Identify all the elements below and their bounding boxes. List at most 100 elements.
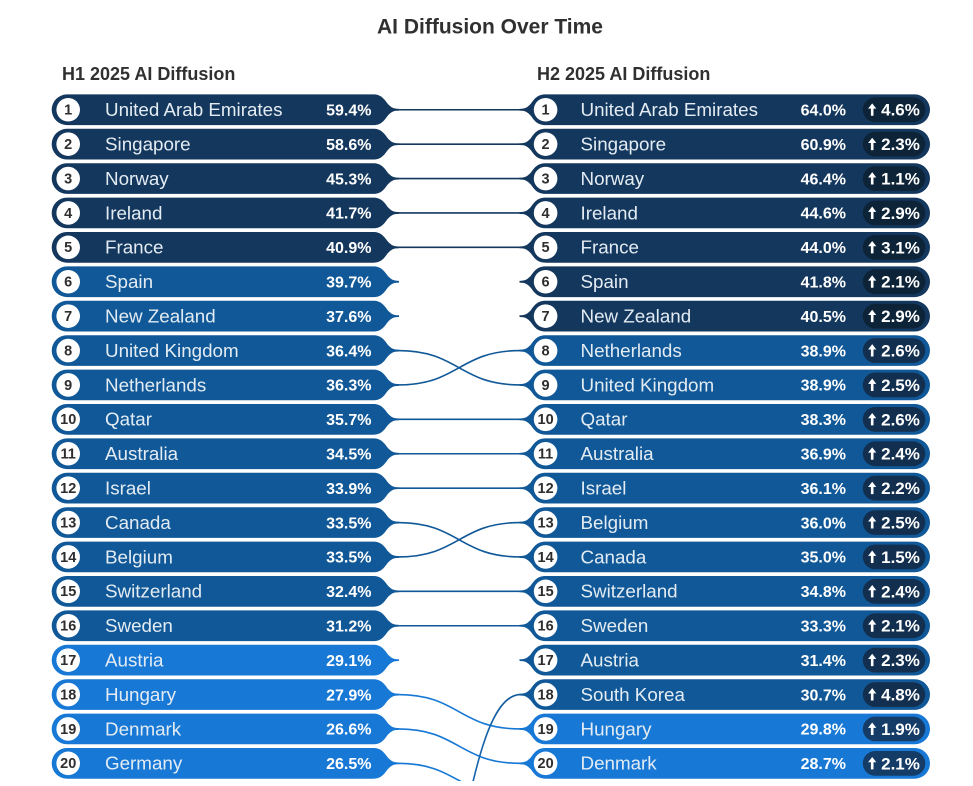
svg-text:Israel: Israel xyxy=(581,477,627,498)
svg-text:35.7%: 35.7% xyxy=(326,412,371,429)
svg-text:35.0%: 35.0% xyxy=(801,550,846,567)
svg-text:44.0%: 44.0% xyxy=(801,240,846,257)
svg-text:29.1%: 29.1% xyxy=(326,653,371,670)
svg-text:2.9%: 2.9% xyxy=(881,204,920,223)
svg-text:2.1%: 2.1% xyxy=(881,617,920,636)
svg-text:29.8%: 29.8% xyxy=(801,722,846,739)
svg-text:5: 5 xyxy=(64,240,72,256)
svg-text:36.3%: 36.3% xyxy=(326,378,371,395)
svg-text:64.0%: 64.0% xyxy=(801,102,846,119)
svg-text:United Arab Emirates: United Arab Emirates xyxy=(105,99,282,120)
svg-text:1.9%: 1.9% xyxy=(881,720,920,739)
svg-text:AI Diffusion Over Time: AI Diffusion Over Time xyxy=(377,16,603,39)
svg-text:4.6%: 4.6% xyxy=(881,101,920,120)
svg-text:19: 19 xyxy=(60,722,76,738)
svg-text:12: 12 xyxy=(60,481,76,497)
svg-text:32.4%: 32.4% xyxy=(326,584,371,601)
svg-text:41.7%: 41.7% xyxy=(326,206,371,223)
svg-text:Netherlands: Netherlands xyxy=(581,340,682,361)
svg-text:34.5%: 34.5% xyxy=(326,446,371,463)
svg-text:11: 11 xyxy=(61,447,76,463)
svg-text:2.9%: 2.9% xyxy=(881,307,920,326)
svg-text:14: 14 xyxy=(538,550,554,566)
svg-text:Canada: Canada xyxy=(581,546,647,567)
svg-text:15: 15 xyxy=(60,584,76,600)
svg-text:2.1%: 2.1% xyxy=(881,273,920,292)
svg-text:Ireland: Ireland xyxy=(581,202,638,223)
svg-text:15: 15 xyxy=(538,584,554,600)
svg-text:H2 2025 AI Diffusion: H2 2025 AI Diffusion xyxy=(537,64,710,84)
svg-text:Singapore: Singapore xyxy=(105,133,191,154)
svg-text:Denmark: Denmark xyxy=(581,753,658,774)
svg-text:United Kingdom: United Kingdom xyxy=(581,374,715,395)
svg-text:13: 13 xyxy=(538,515,554,531)
svg-text:New Zealand: New Zealand xyxy=(581,305,692,326)
svg-text:18: 18 xyxy=(538,687,554,703)
svg-text:Israel: Israel xyxy=(105,477,151,498)
svg-text:Norway: Norway xyxy=(581,168,645,189)
svg-text:16: 16 xyxy=(60,619,76,635)
svg-text:2: 2 xyxy=(542,137,550,153)
svg-text:10: 10 xyxy=(538,412,554,428)
svg-text:11: 11 xyxy=(538,447,553,463)
svg-text:Belgium: Belgium xyxy=(105,546,173,567)
svg-text:34.8%: 34.8% xyxy=(801,584,846,601)
svg-text:45.3%: 45.3% xyxy=(326,171,371,188)
svg-text:3: 3 xyxy=(64,171,72,187)
svg-text:4: 4 xyxy=(64,206,72,222)
svg-text:20: 20 xyxy=(538,756,554,772)
svg-text:60.9%: 60.9% xyxy=(801,137,846,154)
svg-text:38.9%: 38.9% xyxy=(801,343,846,360)
svg-text:2: 2 xyxy=(64,137,72,153)
svg-text:1.1%: 1.1% xyxy=(881,169,920,188)
svg-text:2.5%: 2.5% xyxy=(881,376,920,395)
svg-text:Switzerland: Switzerland xyxy=(105,581,202,602)
svg-text:31.2%: 31.2% xyxy=(326,618,371,635)
svg-text:2.3%: 2.3% xyxy=(881,135,920,154)
svg-text:38.3%: 38.3% xyxy=(801,412,846,429)
svg-text:Ireland: Ireland xyxy=(105,202,162,223)
svg-text:2.4%: 2.4% xyxy=(881,445,920,464)
svg-text:36.4%: 36.4% xyxy=(326,343,371,360)
svg-text:10: 10 xyxy=(60,412,76,428)
svg-text:20: 20 xyxy=(60,756,76,772)
svg-text:Hungary: Hungary xyxy=(581,718,653,739)
svg-text:26.6%: 26.6% xyxy=(326,722,371,739)
svg-text:France: France xyxy=(105,237,163,258)
svg-text:Singapore: Singapore xyxy=(581,133,667,154)
svg-text:Austria: Austria xyxy=(105,649,164,670)
svg-text:United Arab Emirates: United Arab Emirates xyxy=(581,99,758,120)
svg-text:38.9%: 38.9% xyxy=(801,378,846,395)
svg-text:36.1%: 36.1% xyxy=(801,481,846,498)
svg-text:France: France xyxy=(581,237,639,258)
svg-text:Norway: Norway xyxy=(105,168,169,189)
svg-text:Denmark: Denmark xyxy=(105,718,182,739)
svg-text:19: 19 xyxy=(538,722,554,738)
svg-text:Australia: Australia xyxy=(105,443,179,464)
svg-text:18: 18 xyxy=(60,687,76,703)
svg-text:H1 2025 AI Diffusion: H1 2025 AI Diffusion xyxy=(62,64,235,84)
svg-text:9: 9 xyxy=(64,378,72,394)
svg-text:13: 13 xyxy=(60,515,76,531)
svg-text:Austria: Austria xyxy=(581,649,640,670)
svg-text:37.6%: 37.6% xyxy=(326,309,371,326)
svg-text:2.6%: 2.6% xyxy=(881,341,920,360)
svg-text:14: 14 xyxy=(60,550,76,566)
svg-text:New Zealand: New Zealand xyxy=(105,305,216,326)
svg-text:7: 7 xyxy=(542,309,550,325)
svg-text:5: 5 xyxy=(542,240,550,256)
svg-text:33.9%: 33.9% xyxy=(326,481,371,498)
svg-text:30.7%: 30.7% xyxy=(801,687,846,704)
svg-text:44.6%: 44.6% xyxy=(801,206,846,223)
svg-text:58.6%: 58.6% xyxy=(326,137,371,154)
svg-text:Australia: Australia xyxy=(581,443,655,464)
svg-text:31.4%: 31.4% xyxy=(801,653,846,670)
svg-text:2.3%: 2.3% xyxy=(881,651,920,670)
svg-text:Sweden: Sweden xyxy=(105,615,173,636)
svg-text:1: 1 xyxy=(542,103,550,119)
svg-text:Hungary: Hungary xyxy=(105,684,177,705)
svg-text:United Kingdom: United Kingdom xyxy=(105,340,239,361)
svg-text:Germany: Germany xyxy=(105,753,183,774)
svg-text:16: 16 xyxy=(538,619,554,635)
svg-text:Belgium: Belgium xyxy=(581,512,649,533)
